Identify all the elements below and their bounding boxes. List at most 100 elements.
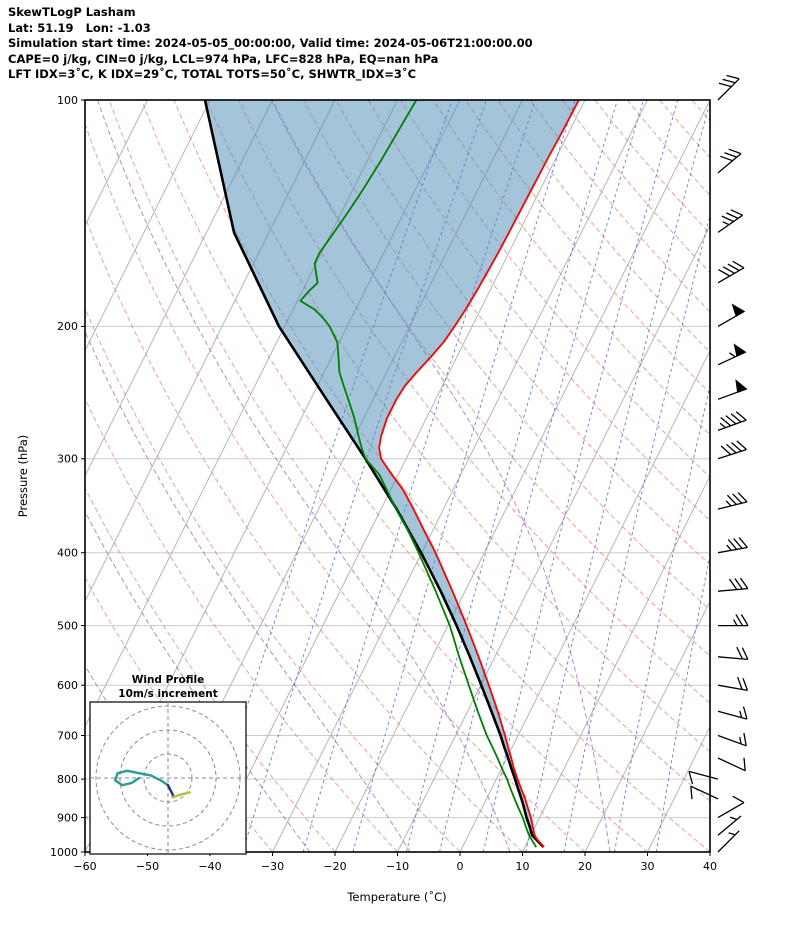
dewpoint-line — [299, 100, 537, 848]
dry-adiabat-line — [497, 100, 710, 353]
cape-indices-text: CAPE=0 j/kg, CIN=0 j/kg, LCL=974 hPa, LF… — [8, 51, 439, 66]
y-tick-label: 800 — [57, 773, 78, 786]
hodograph-range-ring — [119, 729, 217, 827]
wind-barb — [717, 440, 747, 460]
sounding-profiles — [203, 100, 580, 849]
isotherm-line — [647, 725, 710, 852]
hodograph-trace-segment — [114, 769, 170, 787]
x-tick-label: 30 — [641, 860, 655, 873]
wind-barb — [717, 577, 749, 592]
hodograph-inset: Wind Profile 10m/s increment — [89, 674, 247, 855]
mixing-ratio-line — [352, 100, 576, 852]
dry-adiabat-line — [594, 100, 710, 235]
hodograph-trace-segment — [171, 791, 191, 799]
wind-barb — [717, 676, 749, 692]
mixing-ratio-line — [563, 213, 710, 852]
mixing-ratio-line — [614, 383, 710, 852]
lat-lon-text: Lat: 51.19 Lon: -1.03 — [8, 20, 151, 35]
hodograph-range-ring — [95, 705, 241, 851]
wind-barb — [717, 260, 745, 284]
dry-adiabat-line — [789, 100, 794, 852]
sim-time-text: Simulation start time: 2024-05-05_00:00:… — [8, 36, 533, 50]
dry-adiabat-line — [85, 397, 398, 852]
y-tick-label: 1000 — [50, 846, 78, 859]
isotherm-line — [209, 100, 586, 852]
hodograph-trace — [90, 702, 246, 854]
wind-barbs — [688, 74, 749, 853]
stability-shading — [205, 100, 579, 848]
wind-barb — [690, 785, 719, 800]
x-tick-label: −40 — [198, 860, 221, 873]
wind-barb — [717, 757, 746, 772]
isotherm-line — [459, 349, 710, 852]
x-tick-label: −20 — [323, 860, 346, 873]
x-tick-label: 40 — [703, 860, 717, 873]
isotherm-line — [709, 850, 710, 852]
x-tick-label: 0 — [457, 860, 464, 873]
x-tick-label: 10 — [516, 860, 530, 873]
moist-adiabat-line — [97, 100, 511, 852]
dry-adiabat-line — [464, 100, 710, 394]
wind-barb — [717, 343, 747, 366]
dry-adiabat-line — [529, 100, 710, 313]
wind-barb — [717, 795, 745, 819]
hodograph-range-ring — [143, 753, 193, 803]
wind-barb — [717, 209, 743, 233]
mixing-ratio-line — [525, 100, 710, 852]
mixing-ratio-line — [439, 100, 644, 852]
y-tick-label: 200 — [57, 320, 78, 333]
wind-barb — [717, 411, 747, 432]
mixing-ratio-line — [405, 100, 618, 852]
temperature-line — [378, 100, 580, 848]
chart-title: SkewTLogP Lasham — [8, 5, 136, 19]
isotherm-line — [522, 474, 710, 852]
dry-adiabat-line — [85, 215, 523, 852]
lifted-indices-text: LFT IDX=3˚C, K IDX=29˚C, TOTAL TOTS=50˚C… — [8, 67, 417, 81]
wind-barb — [717, 303, 746, 327]
y-tick-label: 900 — [57, 811, 78, 824]
y-tick-label: 100 — [57, 94, 78, 107]
wind-barb — [717, 706, 748, 720]
isotherm-line — [334, 100, 710, 852]
dry-adiabat-line — [757, 100, 794, 852]
y-axis-label: Pressure (hPa) — [16, 435, 30, 518]
mixing-ratio-line — [655, 552, 710, 852]
wind-barb — [717, 379, 748, 400]
dry-adiabat-line — [141, 100, 710, 852]
y-tick-label: 400 — [57, 547, 78, 560]
wind-barb — [717, 492, 748, 510]
wind-barb — [717, 646, 749, 661]
x-tick-label: −10 — [386, 860, 409, 873]
wind-barb — [717, 74, 740, 101]
dry-adiabat-line — [691, 100, 710, 122]
wind-barb — [688, 770, 719, 785]
dry-adiabat-line — [85, 307, 461, 852]
wind-barb — [717, 537, 748, 554]
hodograph-title: Wind Profile — [132, 674, 204, 686]
y-tick-label: 500 — [57, 619, 78, 632]
x-tick-label: −60 — [73, 860, 96, 873]
dry-adiabat-line — [85, 122, 586, 852]
wind-barb — [717, 732, 747, 747]
isotherm-line — [85, 100, 211, 352]
wind-barb — [717, 815, 742, 836]
isotherm-line — [584, 600, 710, 852]
isotherm-line — [397, 224, 710, 852]
x-tick-label: −50 — [136, 860, 159, 873]
isotherm-line — [85, 100, 273, 478]
dry-adiabat-line — [562, 100, 710, 274]
y-tick-label: 600 — [57, 679, 78, 692]
y-tick-label: 300 — [57, 453, 78, 466]
x-tick-label: 20 — [578, 860, 592, 873]
x-tick-label: −30 — [261, 860, 284, 873]
x-axis-label: Temperature (˚C) — [346, 889, 446, 904]
mixing-ratio-line — [482, 100, 679, 852]
wind-barb — [717, 830, 740, 853]
hodograph-subtitle: 10m/s increment — [118, 688, 217, 700]
wind-barb — [717, 148, 742, 174]
wind-barb — [718, 614, 749, 627]
y-tick-label: 700 — [57, 729, 78, 742]
